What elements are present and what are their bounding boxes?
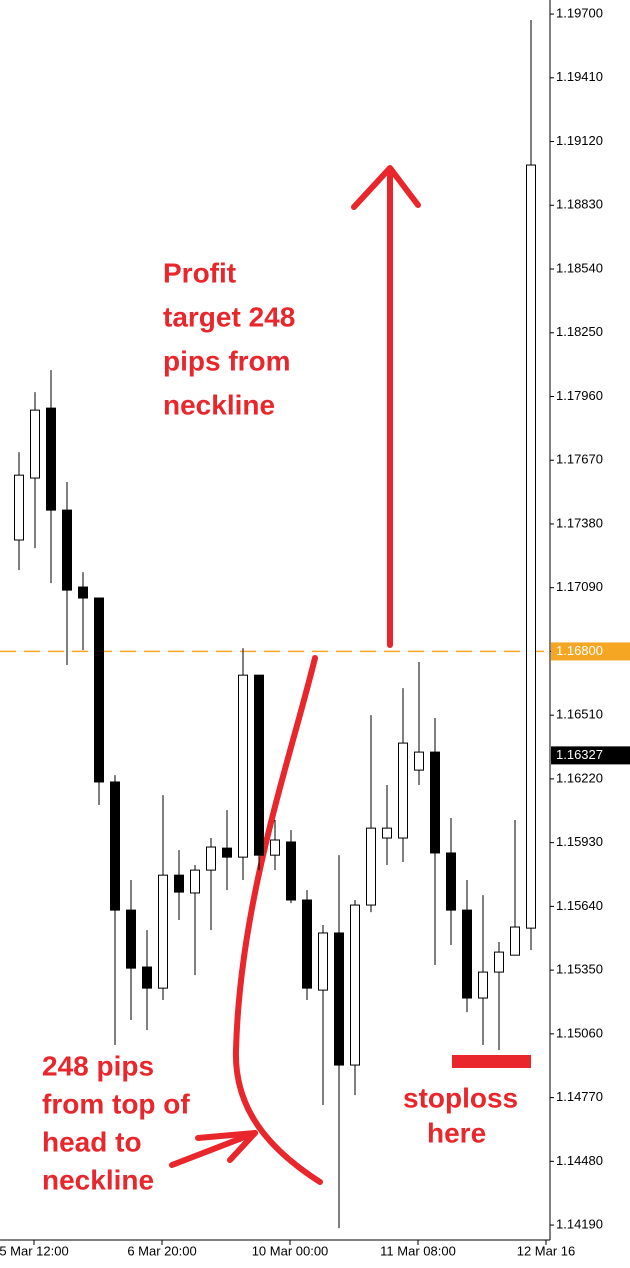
- x-tick-label: 6 Mar 20:00: [127, 1243, 196, 1258]
- candle-body: [334, 932, 344, 1066]
- candle-body: [366, 827, 376, 906]
- up-arrow-head: [351, 165, 421, 210]
- candle-body: [318, 932, 328, 991]
- neckline-label: 1.16800: [556, 643, 603, 658]
- candle-body: [46, 407, 56, 511]
- y-tick-label: 1.14480: [556, 1153, 603, 1168]
- x-tick-label: 11 Mar 08:00: [380, 1243, 456, 1258]
- y-tick-label: 1.14190: [556, 1216, 603, 1231]
- current-price-label: 1.16327: [556, 747, 603, 762]
- candle-body: [494, 951, 504, 973]
- y-tick-label: 1.18830: [556, 197, 603, 212]
- y-tick-label: 1.14770: [556, 1089, 603, 1104]
- annotation-head: from top of: [42, 1088, 190, 1119]
- y-tick-label: 1.18250: [556, 324, 603, 339]
- current-price-bg: [551, 746, 630, 765]
- candle-body: [526, 164, 536, 929]
- candle-body: [350, 904, 360, 1066]
- y-tick-label: 1.19410: [556, 69, 603, 84]
- x-tick-label: 10 Mar 00:00: [252, 1243, 329, 1258]
- annotation-stoploss: stoploss: [403, 1082, 518, 1113]
- candle-body: [94, 597, 104, 783]
- candle-body: [510, 926, 520, 956]
- y-tick-label: 1.17960: [556, 388, 603, 403]
- x-tick-label: 5 Mar 12:00: [0, 1243, 69, 1258]
- annotation-head: 248 pips: [42, 1050, 154, 1081]
- candle-body: [206, 846, 216, 871]
- candle-body: [478, 971, 488, 999]
- y-tick-label: 1.18540: [556, 260, 603, 275]
- candle-body: [430, 751, 440, 854]
- candle-body: [142, 966, 152, 989]
- measure-curve: [232, 655, 323, 1185]
- candle-body: [222, 847, 232, 858]
- y-tick-label: 1.15350: [556, 962, 603, 977]
- candle-body: [238, 674, 248, 858]
- stoploss-bar: [452, 1055, 531, 1068]
- candle-body: [78, 586, 88, 599]
- candle-body: [398, 742, 408, 839]
- y-tick-label: 1.17670: [556, 452, 603, 467]
- annotation-head: head to: [42, 1126, 142, 1157]
- candle-body: [62, 509, 72, 591]
- arrows: [169, 165, 421, 1185]
- y-tick-label: 1.17090: [556, 579, 603, 594]
- y-tick-label: 1.15930: [556, 834, 603, 849]
- candle-body: [462, 909, 472, 999]
- candle-body: [302, 899, 312, 989]
- y-tick-label: 1.19120: [556, 133, 603, 148]
- neckline-label-bg: [551, 642, 630, 661]
- y-tick-label: 1.19700: [556, 6, 603, 21]
- annotation-profit: neckline: [163, 389, 275, 420]
- candle-body: [190, 869, 200, 894]
- candle-body: [286, 841, 296, 901]
- annotation-profit: target 248: [163, 301, 295, 332]
- candle-body: [30, 409, 40, 479]
- annotation-stoploss: here: [427, 1117, 486, 1148]
- candle-body: [174, 874, 184, 893]
- candle-body: [382, 827, 392, 839]
- candle-body: [110, 781, 120, 911]
- y-tick-label: 1.16510: [556, 707, 603, 722]
- candle-body: [254, 674, 264, 856]
- y-tick-label: 1.17380: [556, 515, 603, 530]
- annotation-profit: Profit: [163, 257, 236, 288]
- candle-body: [158, 874, 168, 989]
- candle-body: [270, 839, 280, 856]
- annotation-head: neckline: [42, 1164, 154, 1195]
- y-tick-label: 1.16220: [556, 770, 603, 785]
- candle-body: [414, 751, 424, 771]
- candle-body: [446, 852, 456, 911]
- left-arrow-shaft: [169, 1130, 258, 1168]
- left-arrow-head: [195, 1130, 258, 1163]
- candle-body: [126, 909, 136, 969]
- annotation-profit: pips from: [163, 345, 291, 376]
- x-tick-label: 12 Mar 16: [517, 1243, 576, 1258]
- y-tick-label: 1.15640: [556, 898, 603, 913]
- y-tick-label: 1.15060: [556, 1025, 603, 1040]
- candle-body: [14, 474, 24, 541]
